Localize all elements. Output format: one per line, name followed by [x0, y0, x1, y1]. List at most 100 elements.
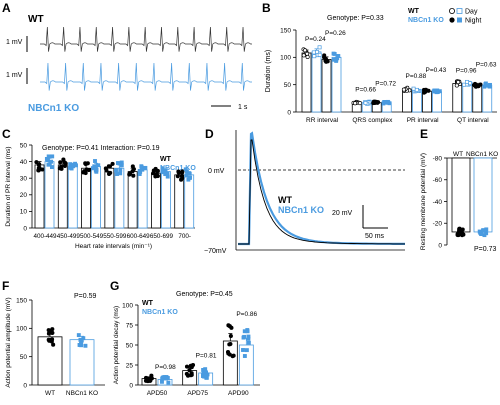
b-y-tick-label: 0 [287, 109, 291, 116]
g-dot [244, 348, 249, 353]
g-bar [222, 340, 238, 386]
b-dot [363, 101, 368, 105]
ecg-trace-wt [40, 26, 252, 52]
b-dot [302, 48, 308, 53]
g-dot [189, 365, 194, 370]
g-y-tick-label: 100 [122, 302, 133, 309]
b-bar [311, 51, 322, 113]
b-category-label: RR interval [306, 117, 339, 124]
b-dot [322, 55, 327, 60]
trace-label-wt: WT [28, 14, 44, 25]
legend-ko-g: NBCn1 KO [142, 309, 178, 316]
ecg-trace-ko [40, 62, 252, 91]
c-dot [179, 173, 184, 178]
g-dot [246, 336, 251, 341]
f-y-tick-label: 150 [16, 297, 27, 304]
e-dot [455, 233, 460, 238]
c-dot [163, 169, 168, 173]
c-dot [114, 168, 118, 173]
g-dot [242, 334, 247, 339]
e-y-tick-label: -80 [433, 155, 443, 162]
c-dot [50, 154, 55, 159]
g-dot [245, 329, 250, 334]
b-category-label: QT interval [457, 117, 489, 124]
c-dot [110, 161, 115, 166]
c-dot [58, 160, 63, 165]
b-bar [482, 84, 493, 113]
c-dot [94, 167, 99, 172]
legend-wt-g: WT [142, 300, 154, 307]
b-dot [301, 53, 306, 58]
panel-letter-b: B [262, 1, 271, 15]
b-dot [478, 82, 483, 87]
c-y-tick-label: 20 [20, 192, 28, 199]
c-dot [115, 172, 119, 176]
b-dot [305, 54, 310, 60]
c-dot [62, 160, 67, 165]
b-dot [336, 54, 341, 58]
c-dot [108, 170, 113, 175]
c-dot [176, 169, 181, 174]
b-dot [465, 79, 469, 84]
g-dot [160, 376, 165, 381]
panel-c: C Genotype: P=0.41 Interaction: P=0.19 W… [2, 127, 196, 250]
b-category-label: QRS complex [352, 117, 393, 124]
c-y-tick-label: 0 [23, 225, 27, 232]
c-dot [104, 168, 109, 173]
c-bar [161, 171, 171, 229]
c-dot [118, 167, 123, 172]
action-potential-ko [238, 131, 405, 246]
c-category-label: 450-499 [57, 233, 81, 240]
c-dot [83, 161, 88, 167]
b-dot [374, 99, 379, 104]
c-category-label: 400-449 [33, 233, 57, 240]
e-ylabel: Resting membrane potential (mV) [420, 153, 427, 250]
b-dot [432, 88, 437, 93]
c-dot [96, 163, 101, 168]
c-dot [118, 171, 123, 176]
g-dot [246, 340, 251, 345]
g-y-tick-label: 25 [126, 362, 134, 369]
genotype-stat-g: Genotype: P=0.45 [176, 291, 233, 298]
c-dot [73, 161, 78, 166]
c-dot [36, 168, 41, 173]
b-dot [401, 87, 406, 92]
c-y-tick-label: 10 [20, 209, 28, 216]
c-dot [160, 166, 165, 171]
b-dot [437, 89, 442, 94]
b-dot [332, 52, 337, 56]
f-dot [77, 342, 82, 347]
f-dot [48, 338, 53, 343]
b-bar [452, 83, 463, 113]
panel-b: B Genotype: P=0.33 WT NBCn1 KO Day Night… [262, 1, 497, 124]
b-dot [353, 101, 358, 106]
legend-wt-d: WT [278, 195, 292, 205]
c-dot [50, 165, 54, 170]
e-bar [473, 157, 493, 233]
f-dot [50, 330, 55, 335]
g-dot [204, 375, 209, 380]
g-ylabel: Action potential decay (ms) [113, 306, 120, 384]
g-dot [164, 376, 169, 381]
g-category-label: APD90 [228, 390, 249, 397]
g-dot [228, 333, 233, 339]
b-p-value: P=0.63 [476, 62, 497, 69]
f-bar [37, 336, 63, 386]
baseline-label: −70mV [204, 248, 227, 255]
genotype-stat-b: Genotype: P=0.33 [327, 15, 384, 22]
b-y-tick-label: 150 [280, 27, 291, 34]
panel-a: A WT 1 mV 1 mV NBCn1 KO 1 s [2, 1, 252, 114]
g-dot [166, 380, 171, 385]
legend-night-marker-wt [449, 17, 455, 23]
legend-wt-b: WT [408, 8, 420, 15]
c-category-label: 500-549 [80, 233, 104, 240]
group-label-ko-e: NBCn1 KO [466, 151, 498, 158]
c-category-label: 550-599 [103, 233, 127, 240]
b-dot [311, 50, 316, 55]
c-dot [143, 165, 148, 170]
panel-letter-c: C [2, 127, 11, 141]
c-bar [34, 164, 45, 229]
c-y-tick-label: 40 [20, 159, 28, 166]
g-dot [189, 372, 194, 377]
